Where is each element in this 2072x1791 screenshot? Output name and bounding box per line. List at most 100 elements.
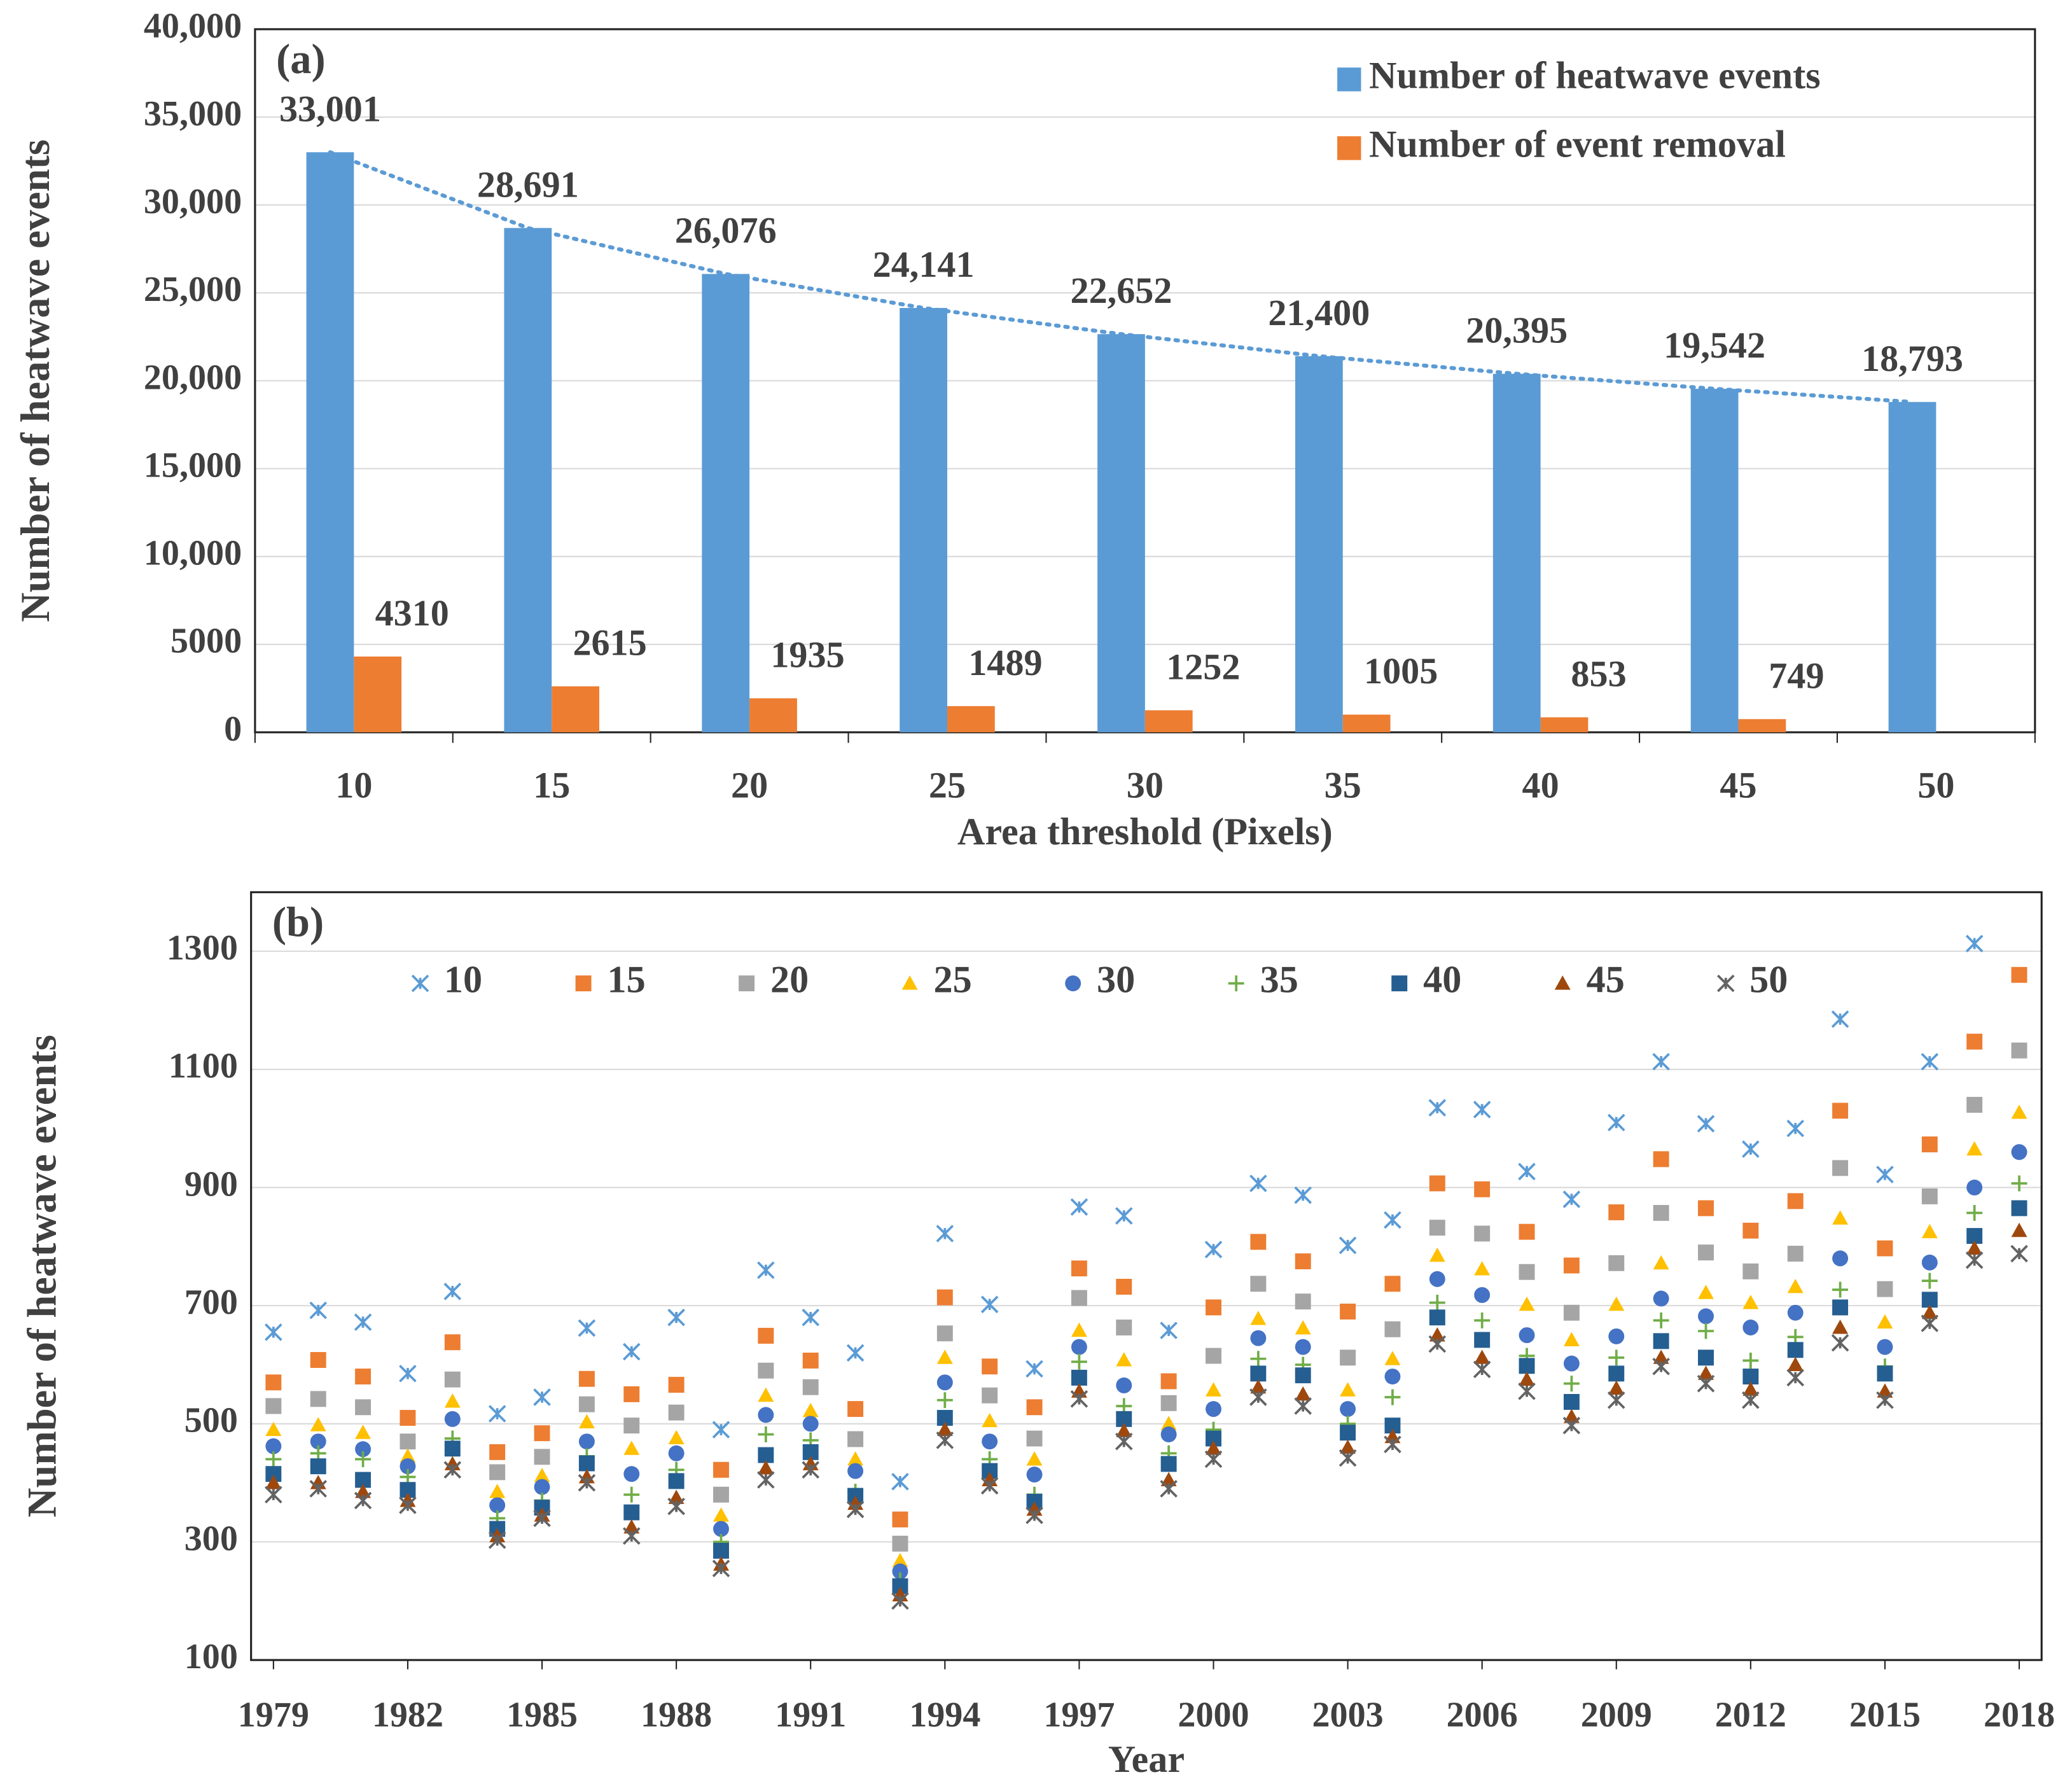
legend-label: 20 (770, 958, 809, 1001)
point (713, 1507, 729, 1522)
bar (947, 706, 995, 732)
point (1608, 1349, 1625, 1366)
point (936, 1392, 953, 1409)
value-label: 1489 (968, 642, 1042, 683)
point (1876, 1166, 1894, 1183)
point (1026, 1430, 1043, 1447)
value-label: 4310 (375, 592, 449, 634)
point (847, 1463, 864, 1479)
point (1921, 1304, 1938, 1320)
point (668, 1377, 685, 1393)
y-axis-title: Number of heatwave events (19, 1035, 64, 1517)
x-tick-label: 25 (929, 765, 966, 806)
bar (1738, 719, 1786, 732)
point (1429, 1220, 1445, 1236)
point (1338, 1236, 1357, 1255)
y-tick-label: 1300 (167, 928, 238, 968)
point (1071, 1322, 1087, 1337)
point (668, 1404, 685, 1421)
point (1474, 1286, 1491, 1303)
point (936, 1374, 953, 1391)
point (1473, 1101, 1491, 1119)
point (1698, 1285, 1714, 1299)
y-tick-label: 35,000 (144, 94, 242, 134)
point (1384, 1389, 1401, 1405)
point (444, 1440, 461, 1457)
point (667, 1497, 685, 1516)
point (1340, 1382, 1356, 1397)
point (1742, 1391, 1760, 1409)
legend-label: 15 (607, 958, 645, 1001)
point (712, 1559, 730, 1578)
point (757, 1471, 775, 1489)
value-label: 1935 (770, 634, 844, 676)
y-tick-label: 700 (184, 1283, 238, 1322)
point (1250, 1365, 1267, 1382)
point (668, 1430, 685, 1445)
point (1921, 1223, 1938, 1239)
point (265, 1421, 282, 1437)
point (400, 1410, 416, 1426)
point (265, 1486, 282, 1503)
point (1429, 1327, 1445, 1342)
point (1921, 1272, 1938, 1289)
point (667, 1308, 685, 1327)
point (892, 1511, 908, 1528)
point (1653, 1255, 1669, 1270)
point (1608, 1365, 1625, 1382)
point (2010, 1244, 2028, 1263)
plot-frame (250, 891, 2043, 1661)
point (1563, 1332, 1580, 1346)
bar (749, 698, 797, 732)
point (623, 1386, 640, 1402)
point (444, 1334, 461, 1351)
point (1832, 1250, 1849, 1267)
point (1519, 1296, 1535, 1311)
x-tick-label: 2009 (1581, 1695, 1652, 1734)
point (982, 1412, 998, 1428)
point (1966, 1204, 1983, 1221)
point (1429, 1175, 1445, 1192)
point (1966, 1033, 1983, 1050)
point (489, 1497, 506, 1514)
bar (552, 686, 599, 732)
point (1563, 1393, 1580, 1410)
point (1742, 1222, 1759, 1239)
point (265, 1451, 282, 1467)
point (1429, 1247, 1445, 1262)
point (1429, 1295, 1445, 1311)
point (2011, 1175, 2027, 1192)
value-label: 28,691 (477, 164, 579, 205)
point (623, 1519, 640, 1534)
bar (306, 152, 354, 732)
point (758, 1460, 774, 1475)
point (1832, 1320, 1849, 1334)
point (1787, 1278, 1804, 1293)
point (758, 1407, 774, 1423)
x-tick-label: 1994 (909, 1695, 980, 1734)
point (1474, 1261, 1491, 1276)
point (758, 1426, 774, 1442)
point (623, 1486, 640, 1503)
point (936, 1421, 953, 1437)
value-label: 24,141 (873, 244, 975, 285)
point (1340, 1439, 1356, 1454)
point (1206, 1382, 1221, 1397)
y-tick-label: 100 (184, 1637, 238, 1676)
point (444, 1393, 461, 1408)
point (1249, 1174, 1267, 1192)
point (400, 1458, 416, 1475)
point (1295, 1253, 1311, 1269)
legend-swatch (1337, 136, 1361, 160)
point (1474, 1312, 1491, 1328)
point (1384, 1211, 1401, 1229)
point (847, 1451, 864, 1466)
point (622, 1342, 641, 1361)
legend-marker (901, 975, 918, 990)
point (1519, 1223, 1535, 1240)
point (1206, 1440, 1221, 1455)
point (1518, 1382, 1536, 1400)
y-tick-label: 15,000 (144, 445, 242, 485)
point (1474, 1181, 1491, 1197)
point (1742, 1263, 1759, 1279)
